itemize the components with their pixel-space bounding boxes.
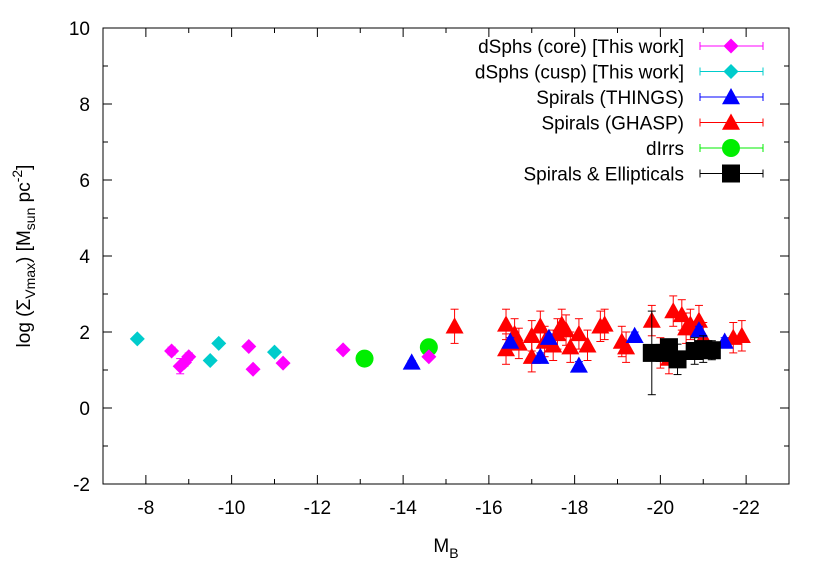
data-point <box>668 350 687 369</box>
data-point <box>569 324 588 342</box>
data-point <box>569 356 588 373</box>
legend-label: dIrrs <box>646 139 684 160</box>
data-point <box>732 326 751 343</box>
legend-marker <box>722 164 740 183</box>
y-tick-label: 6 <box>79 171 90 192</box>
data-point <box>501 332 520 349</box>
x-tick-label: -10 <box>218 498 245 519</box>
data-point <box>202 353 218 368</box>
legend-marker <box>722 139 740 157</box>
y-tick-label: 0 <box>79 399 90 420</box>
x-tick-label: -14 <box>389 498 417 519</box>
series-dsphs-core-this-work- <box>164 338 437 377</box>
y-axis-label-part-0: log (Σ <box>14 299 35 348</box>
x-tick-label: -20 <box>647 498 674 519</box>
y-tick-label: 4 <box>79 247 90 268</box>
data-point <box>561 338 580 355</box>
y-tick-label: 10 <box>69 19 90 40</box>
x-axis-label-sub: B <box>449 545 458 561</box>
y-tick-label: 8 <box>79 95 90 116</box>
data-point <box>539 328 558 345</box>
y-axis-label-part-3: sun <box>22 208 38 231</box>
legend-marker <box>722 88 740 105</box>
x-tick-label: -16 <box>475 498 502 519</box>
series-spirals-ellipticals <box>642 310 721 396</box>
x-tick-label: -22 <box>732 498 759 519</box>
y-axis-label-part-2: ) [M <box>14 230 35 263</box>
data-point <box>531 317 550 334</box>
data-point <box>625 326 644 343</box>
x-tick-label: -18 <box>561 498 588 519</box>
data-point <box>689 321 708 338</box>
data-point <box>421 349 437 365</box>
data-point <box>617 338 636 355</box>
data-point <box>245 361 261 377</box>
data-point <box>267 344 282 360</box>
y-axis-label-part-1: Vmax <box>22 263 38 299</box>
x-axis-label-main: M <box>433 536 449 557</box>
x-tick-label: -12 <box>304 498 331 519</box>
data-point <box>445 317 464 334</box>
y-axis-label-part-5: -2 <box>9 170 25 183</box>
y-axis-label-part-6: ] <box>14 165 35 170</box>
y-tick-label: 2 <box>79 323 90 344</box>
x-tick-label: -8 <box>137 498 154 519</box>
data-point <box>275 355 291 371</box>
y-axis-label: log (ΣVmax) [Msun pc-2] <box>9 165 38 348</box>
data-point <box>211 335 227 351</box>
legend-marker <box>723 64 739 79</box>
data-point <box>335 342 351 358</box>
data-markers <box>129 295 751 396</box>
y-axis-label-part-4: pc <box>14 182 35 207</box>
data-point <box>419 338 438 357</box>
data-point <box>578 336 597 353</box>
legend-label: dSphs (cusp) [This work] <box>475 63 684 84</box>
data-point <box>531 347 550 364</box>
legend-marker <box>723 38 739 54</box>
data-point <box>355 349 374 368</box>
legend: dSphs (core) [This work] dSphs (cusp) [Th… <box>475 37 764 186</box>
data-point <box>522 326 541 343</box>
data-point <box>129 331 145 347</box>
plot-frame <box>102 27 790 485</box>
data-point <box>402 353 421 370</box>
legend-label: dSphs (core) [This work] <box>478 37 684 58</box>
series-dsphs-cusp-this-work- <box>129 331 282 368</box>
data-point <box>595 315 614 332</box>
data-point <box>181 349 197 365</box>
data-point <box>164 343 180 359</box>
legend-label: Spirals & Ellipticals <box>524 165 685 186</box>
y-tick-label: -2 <box>73 475 90 496</box>
data-point <box>241 338 257 354</box>
data-point <box>497 315 516 332</box>
legend-marker <box>722 113 740 130</box>
legend-label: Spirals (GHASP) <box>541 114 684 135</box>
data-point <box>702 341 721 360</box>
legend-label: Spirals (THINGS) <box>536 88 684 109</box>
x-axis-label: MB <box>433 536 458 561</box>
series-spirals-things- <box>402 321 734 373</box>
